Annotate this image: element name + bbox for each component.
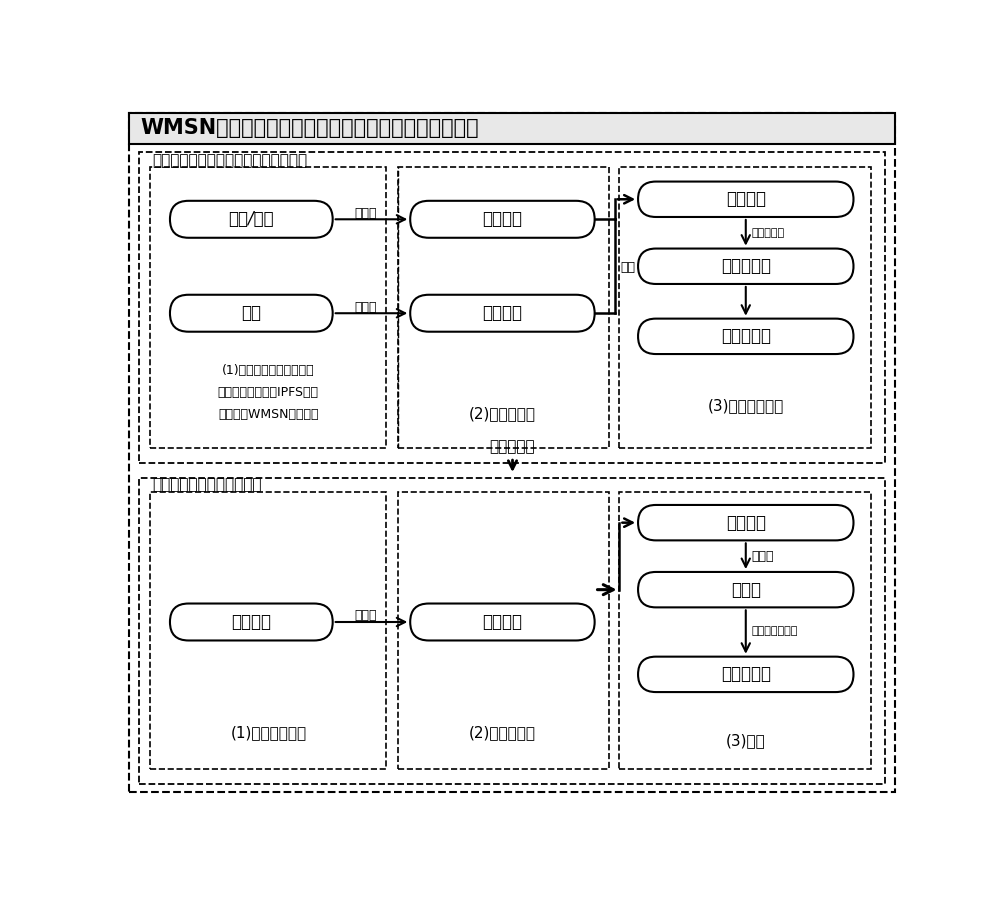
- Bar: [398, 492, 609, 769]
- Bar: [619, 167, 871, 448]
- FancyBboxPatch shape: [638, 318, 854, 354]
- FancyBboxPatch shape: [638, 248, 854, 284]
- Text: (2)特征向量化: (2)特征向量化: [469, 726, 536, 740]
- Bar: [150, 492, 386, 769]
- Text: 候选结果集: 候选结果集: [721, 666, 771, 684]
- Text: (1)对于每一个存储在在太: (1)对于每一个存储在在太: [222, 364, 315, 378]
- Text: 第二阶段：在哈希表中搜索: 第二阶段：在哈希表中搜索: [152, 476, 262, 492]
- FancyBboxPatch shape: [410, 295, 595, 332]
- Text: 欧氏范式: 欧氏范式: [482, 304, 522, 322]
- Text: 导入哈希表: 导入哈希表: [490, 440, 535, 454]
- Text: 混合向量: 混合向量: [726, 190, 766, 208]
- Text: 坊区块链上的基于IPFS分布: 坊区块链上的基于IPFS分布: [218, 386, 319, 399]
- Text: 数据向量: 数据向量: [482, 613, 522, 631]
- FancyBboxPatch shape: [638, 657, 854, 692]
- FancyBboxPatch shape: [170, 295, 333, 332]
- FancyBboxPatch shape: [638, 572, 854, 607]
- Text: (2)特征向量化: (2)特征向量化: [469, 405, 536, 421]
- Bar: [139, 152, 885, 464]
- FancyBboxPatch shape: [638, 505, 854, 540]
- Text: (3)计算混合哈希: (3)计算混合哈希: [708, 398, 784, 414]
- FancyBboxPatch shape: [170, 201, 333, 238]
- Bar: [139, 478, 885, 785]
- Text: 海明范式: 海明范式: [482, 210, 522, 229]
- Text: 在哈希表中搜索: 在哈希表中搜索: [751, 626, 798, 636]
- FancyBboxPatch shape: [638, 181, 854, 217]
- Text: 第一阶段：预处理：构建搜索索引结构: 第一阶段：预处理：构建搜索索引结构: [152, 153, 307, 169]
- Text: 哈希值: 哈希值: [731, 580, 761, 598]
- Text: 向量化: 向量化: [354, 300, 376, 314]
- Text: (3)搜索: (3)搜索: [726, 733, 766, 748]
- Bar: [150, 167, 386, 448]
- FancyBboxPatch shape: [170, 604, 333, 640]
- Bar: [619, 492, 871, 769]
- Text: (1)输入查询数据: (1)输入查询数据: [230, 726, 306, 740]
- Text: 式存储的WMSN混合数据: 式存储的WMSN混合数据: [218, 407, 319, 421]
- Text: WMSN区块链的多媒体混合数据近似近邻二元查询方法: WMSN区块链的多媒体混合数据近似近邻二元查询方法: [140, 118, 479, 138]
- Bar: [129, 113, 895, 144]
- Bar: [398, 167, 609, 448]
- Text: 混合哈希值: 混合哈希值: [721, 257, 771, 275]
- Text: 视频/文本: 视频/文本: [229, 210, 274, 229]
- Text: 哈希存储表: 哈希存储表: [721, 327, 771, 345]
- Text: 查询数据: 查询数据: [231, 613, 271, 631]
- Text: 图像: 图像: [241, 304, 261, 322]
- Text: 混合哈希化: 混合哈希化: [751, 228, 784, 238]
- Text: 向量化: 向量化: [354, 609, 376, 623]
- Text: 哈希化: 哈希化: [751, 550, 774, 563]
- Text: 向量化: 向量化: [354, 206, 376, 220]
- FancyBboxPatch shape: [410, 604, 595, 640]
- FancyBboxPatch shape: [410, 201, 595, 238]
- Text: 数据向量: 数据向量: [726, 514, 766, 532]
- Text: 混合: 混合: [620, 260, 635, 274]
